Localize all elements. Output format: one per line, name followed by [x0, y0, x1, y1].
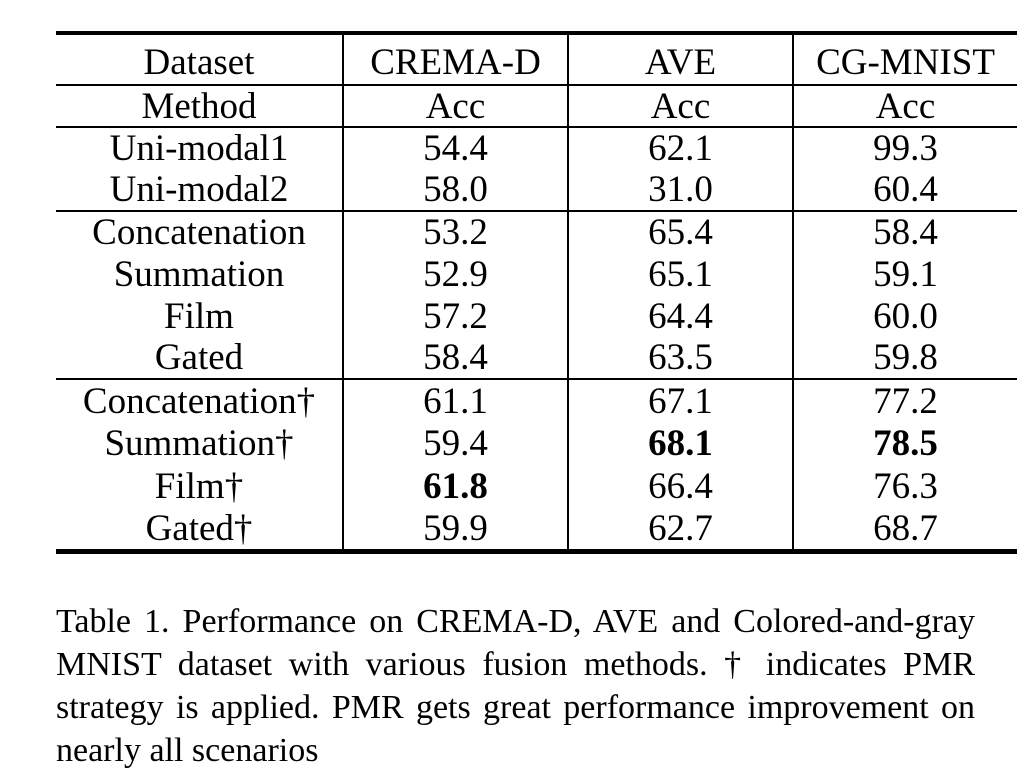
value-cell: 54.4: [342, 127, 568, 169]
value-cell: 59.1: [792, 253, 1017, 295]
value-cell: 53.2: [342, 211, 568, 253]
value-cell: 58.4: [342, 337, 568, 380]
value-cell: 65.1: [567, 253, 793, 295]
value-cell: 64.4: [567, 295, 793, 337]
method-cell: Film†: [154, 466, 244, 507]
value-cell: 62.1: [567, 127, 793, 169]
value-cell: 59.4: [342, 422, 568, 465]
value-cell: 60.0: [792, 295, 1017, 337]
value-cell: 59.9: [342, 508, 568, 551]
value-cell: 99.3: [792, 127, 1017, 169]
table-row: Uni-modal2 58.0 31.0 60.4: [56, 169, 1017, 212]
method-cell: Concatenation†: [82, 380, 316, 422]
table-row: Summation† 59.4 68.1 78.5: [56, 422, 1017, 465]
method-cell: Summation: [113, 253, 285, 295]
metric-header-cell: Acc: [567, 85, 793, 128]
header-row-datasets: Dataset CREMA-D AVE CG-MNIST: [56, 33, 1017, 86]
value-cell: 76.3: [792, 465, 1017, 508]
value-cell: 31.0: [567, 169, 793, 212]
table-caption-line: strategy is applied. PMR gets great perf…: [56, 689, 975, 726]
value-cell: 78.5: [792, 422, 1017, 465]
dataset-name-ave: AVE: [567, 33, 793, 86]
table-caption-line: nearly all scenarios: [56, 732, 319, 769]
value-cell: 58.4: [792, 211, 1017, 253]
method-cell: Gated†: [145, 508, 253, 549]
value-cell: 68.1: [567, 422, 793, 465]
table-row: Gated† 59.9 62.7 68.7: [56, 508, 1017, 551]
value-cell: 67.1: [567, 379, 793, 422]
metric-header-cell: Acc: [792, 85, 1017, 128]
results-table: Dataset CREMA-D AVE CG-MNIST Method Acc …: [56, 31, 1017, 554]
table-row: Concatenation 53.2 65.4 58.4: [56, 211, 1017, 253]
table-row: Uni-modal1 54.4 62.1 99.3: [56, 127, 1017, 169]
table-row: Gated 58.4 63.5 59.8: [56, 337, 1017, 380]
table-caption-line: MNIST dataset with various fusion method…: [56, 646, 975, 683]
table-caption: Table 1. Performance on CREMA-D, AVE and…: [56, 600, 975, 772]
method-cell: Uni-modal1: [109, 128, 289, 169]
value-cell: 61.1: [342, 379, 568, 422]
table-row: Film† 61.8 66.4 76.3: [56, 465, 1017, 508]
value-cell: 63.5: [567, 337, 793, 380]
value-cell: 60.4: [792, 169, 1017, 212]
value-cell: 61.8: [342, 465, 568, 508]
value-cell: 57.2: [342, 295, 568, 337]
dataset-name-cg-mnist: CG-MNIST: [792, 33, 1017, 86]
table-row: Summation 52.9 65.1 59.1: [56, 253, 1017, 295]
method-cell: Gated: [56, 337, 343, 380]
method-cell: Film: [164, 295, 234, 337]
value-cell: 52.9: [342, 253, 568, 295]
dataset-name-crema-d: CREMA-D: [342, 33, 568, 86]
method-header-cell: Method: [56, 85, 343, 128]
header-row-method: Method Acc Acc Acc: [56, 85, 1017, 128]
method-cell: Concatenation: [92, 212, 306, 253]
method-cell: Summation†: [104, 423, 294, 464]
table-caption-line: Table 1. Performance on CREMA-D, AVE and…: [56, 603, 975, 640]
value-cell: 59.8: [792, 337, 1017, 380]
dataset-header-cell: Dataset: [56, 33, 343, 86]
table-row: Film 57.2 64.4 60.0: [56, 295, 1017, 337]
value-cell: 65.4: [567, 211, 793, 253]
value-cell: 58.0: [342, 169, 568, 212]
value-cell: 68.7: [792, 508, 1017, 551]
metric-header-cell: Acc: [342, 85, 568, 128]
value-cell: 77.2: [792, 379, 1017, 422]
method-cell: Uni-modal2: [56, 169, 343, 212]
value-cell: 66.4: [567, 465, 793, 508]
value-cell: 62.7: [567, 508, 793, 551]
table-row: Concatenation† 61.1 67.1 77.2: [56, 379, 1017, 422]
